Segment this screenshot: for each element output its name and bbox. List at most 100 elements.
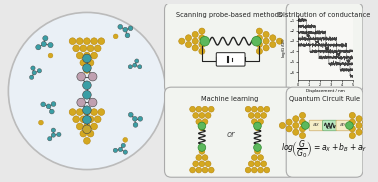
FancyBboxPatch shape [164, 3, 295, 93]
Circle shape [258, 167, 263, 173]
Circle shape [51, 133, 56, 137]
FancyBboxPatch shape [216, 53, 245, 66]
Text: $b_B$: $b_B$ [326, 123, 333, 132]
Circle shape [256, 28, 262, 34]
Circle shape [198, 122, 206, 130]
Text: Distribution of conductance: Distribution of conductance [278, 12, 371, 18]
Circle shape [91, 109, 98, 115]
Circle shape [251, 106, 257, 112]
Circle shape [356, 129, 362, 135]
Circle shape [205, 161, 211, 167]
Circle shape [48, 53, 53, 58]
Circle shape [263, 31, 269, 37]
Circle shape [256, 48, 262, 54]
Circle shape [205, 112, 211, 118]
Circle shape [57, 132, 61, 137]
Circle shape [199, 161, 205, 167]
Circle shape [39, 120, 43, 125]
Circle shape [199, 125, 205, 131]
Circle shape [251, 155, 257, 161]
Circle shape [128, 65, 132, 69]
Circle shape [76, 109, 83, 115]
Circle shape [256, 35, 262, 41]
Circle shape [87, 116, 94, 123]
Circle shape [345, 122, 353, 129]
Circle shape [132, 116, 137, 121]
Text: $a_Y$: $a_Y$ [339, 122, 347, 129]
Circle shape [255, 125, 260, 131]
Circle shape [80, 59, 87, 66]
Circle shape [202, 155, 208, 161]
Circle shape [84, 38, 90, 45]
Circle shape [196, 119, 201, 124]
Circle shape [199, 149, 205, 154]
Circle shape [48, 42, 53, 48]
Circle shape [87, 45, 94, 52]
Circle shape [138, 65, 142, 69]
Circle shape [349, 112, 355, 118]
Circle shape [83, 90, 91, 99]
Circle shape [133, 63, 137, 67]
Circle shape [77, 98, 85, 107]
Circle shape [299, 126, 305, 132]
Circle shape [43, 36, 48, 41]
Circle shape [208, 167, 214, 173]
Circle shape [186, 41, 192, 48]
Circle shape [83, 125, 91, 134]
Circle shape [196, 155, 201, 161]
Circle shape [199, 41, 205, 48]
Text: Quantum Circuit Rule: Quantum Circuit Rule [289, 96, 360, 102]
Circle shape [84, 52, 90, 59]
Circle shape [73, 116, 79, 123]
Circle shape [91, 38, 98, 45]
Circle shape [31, 66, 35, 70]
Circle shape [245, 106, 251, 112]
Circle shape [84, 109, 90, 115]
Circle shape [193, 161, 198, 167]
Circle shape [77, 72, 85, 81]
Circle shape [276, 38, 283, 44]
Circle shape [302, 122, 309, 129]
Circle shape [88, 72, 97, 81]
Circle shape [76, 123, 83, 130]
Circle shape [84, 137, 90, 144]
FancyBboxPatch shape [309, 120, 324, 131]
Circle shape [113, 34, 118, 39]
Circle shape [83, 64, 91, 72]
Circle shape [192, 38, 198, 44]
Circle shape [51, 128, 56, 132]
Circle shape [138, 116, 143, 121]
Circle shape [293, 116, 299, 122]
Circle shape [29, 75, 34, 79]
Circle shape [255, 161, 260, 167]
Circle shape [254, 144, 261, 151]
Circle shape [190, 106, 195, 112]
Circle shape [80, 116, 87, 123]
Circle shape [98, 109, 105, 115]
Circle shape [356, 116, 362, 122]
Circle shape [258, 106, 263, 112]
Circle shape [113, 148, 118, 153]
Circle shape [50, 109, 54, 114]
Circle shape [37, 69, 42, 73]
Circle shape [251, 119, 257, 124]
Circle shape [118, 24, 123, 29]
Circle shape [193, 112, 198, 118]
Circle shape [129, 112, 133, 117]
Circle shape [363, 126, 369, 132]
Circle shape [88, 98, 97, 107]
Circle shape [349, 132, 355, 139]
Text: Machine learning: Machine learning [201, 96, 259, 102]
Circle shape [192, 45, 198, 51]
Circle shape [199, 28, 205, 34]
Circle shape [41, 41, 46, 47]
Circle shape [91, 123, 98, 130]
Circle shape [255, 149, 260, 154]
Circle shape [270, 41, 276, 48]
Circle shape [192, 31, 198, 37]
Circle shape [84, 67, 90, 73]
Circle shape [258, 119, 263, 124]
Circle shape [286, 119, 292, 125]
FancyBboxPatch shape [286, 87, 363, 177]
Circle shape [299, 132, 305, 139]
